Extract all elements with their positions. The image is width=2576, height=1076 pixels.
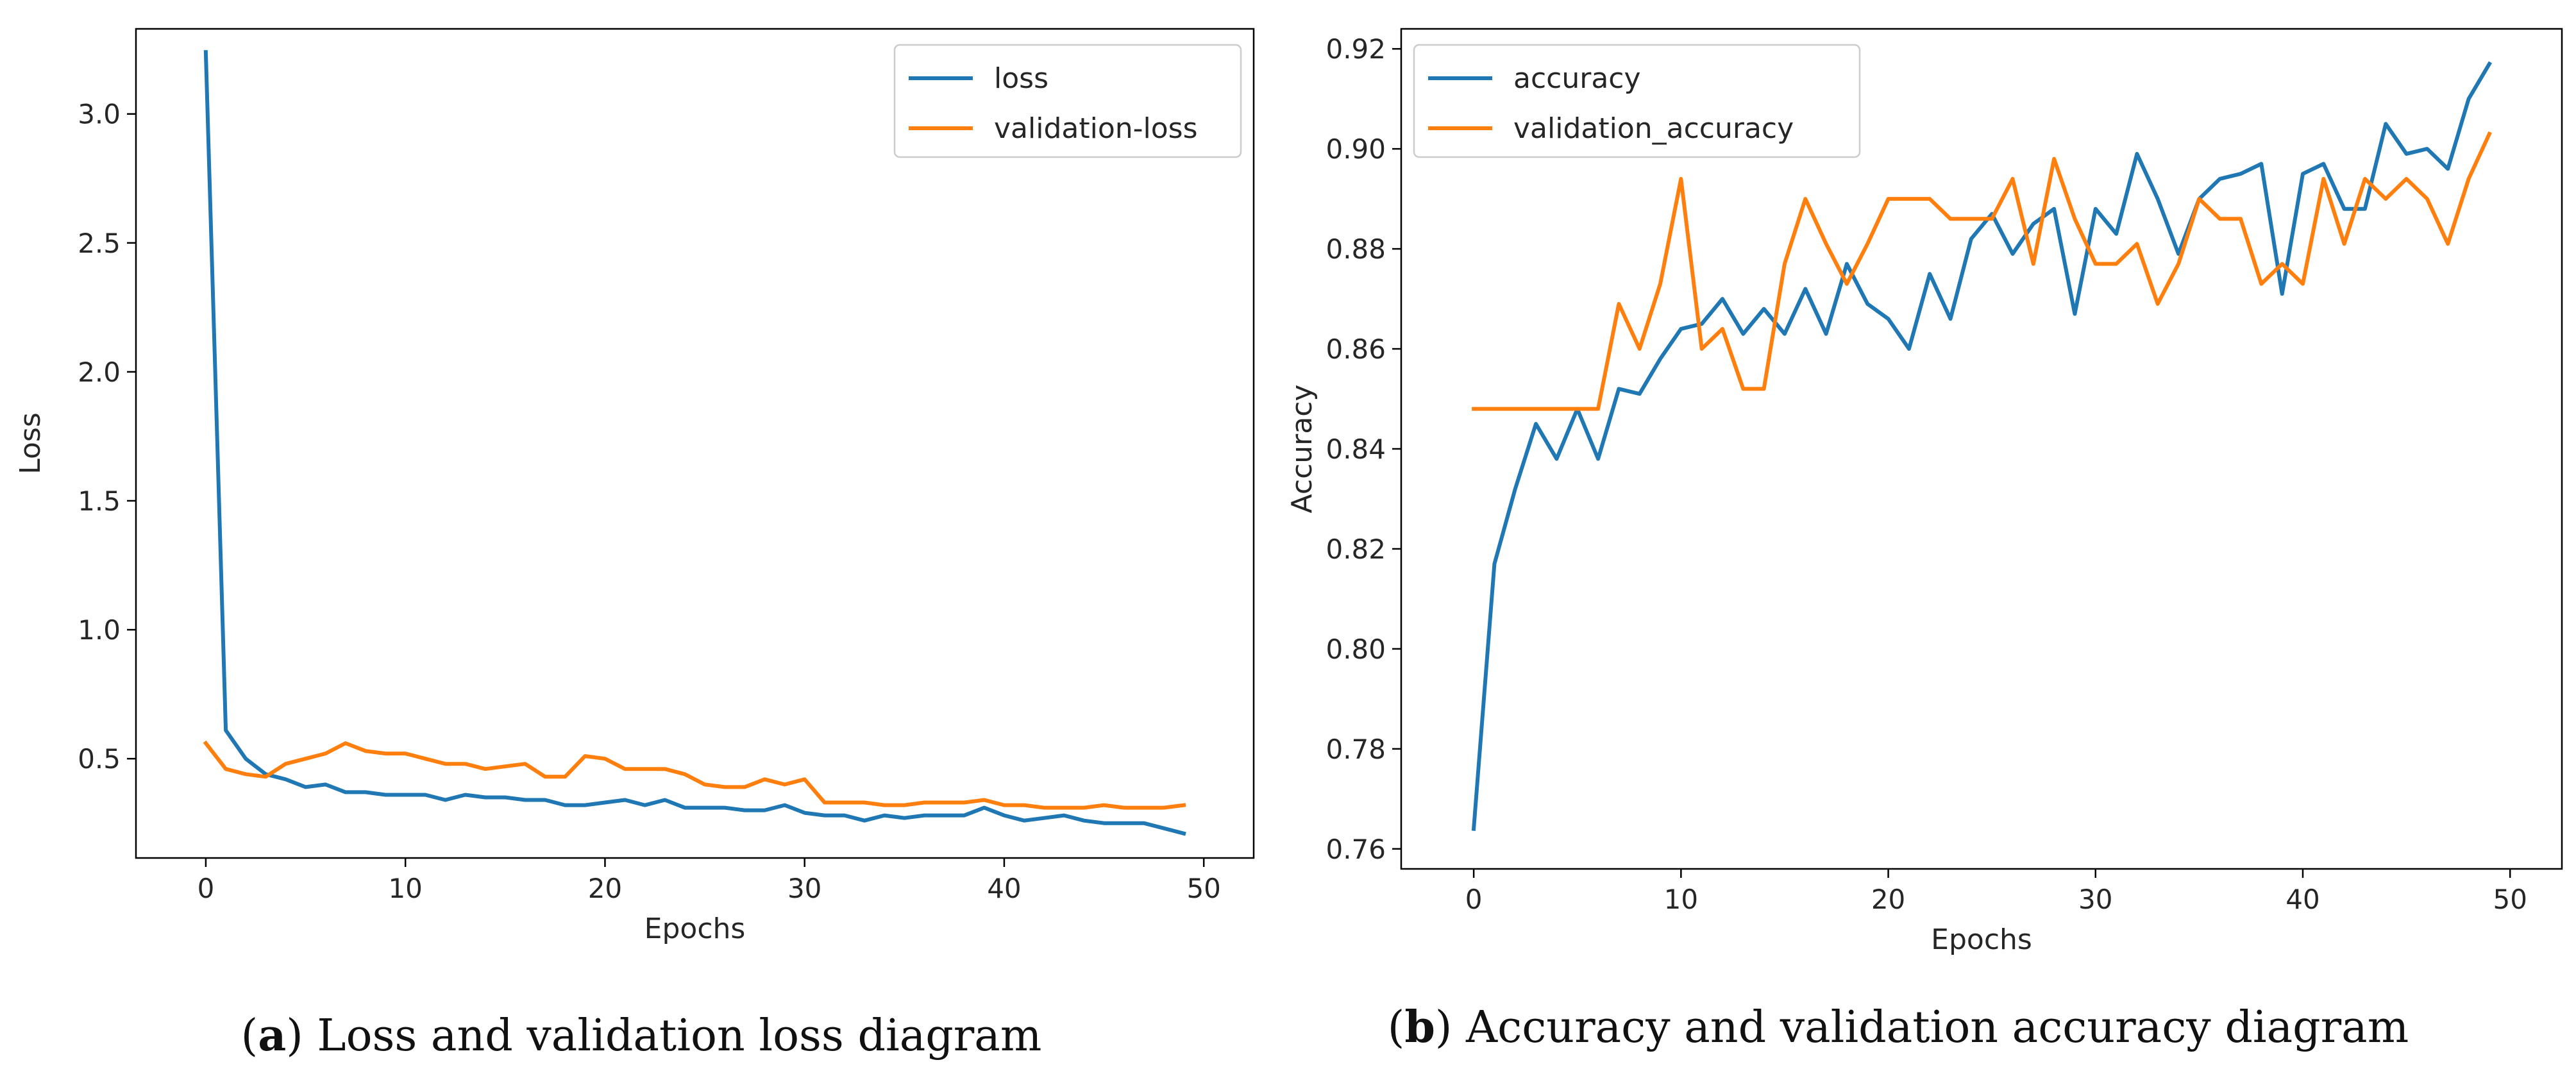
y-tick-label: 1.0 xyxy=(78,614,121,646)
legend-box xyxy=(1413,44,1861,158)
x-tick-label: 10 xyxy=(1664,884,1698,915)
series-line-validation_accuracy xyxy=(1472,131,2492,411)
caption-text: ) Accuracy and validation accuracy diagr… xyxy=(1435,1002,2409,1053)
y-tick-label: 0.76 xyxy=(1326,834,1386,865)
caption-open-paren: ( xyxy=(241,1011,258,1061)
series-line-validation-loss xyxy=(203,740,1186,810)
y-tick-label: 0.88 xyxy=(1326,233,1386,265)
series-line-loss xyxy=(203,50,1186,836)
x-tick-label: 40 xyxy=(987,873,1021,904)
legend-label-loss: loss xyxy=(994,62,1048,95)
x-tick-label: 10 xyxy=(388,873,422,904)
loss-chart: 0 10 20 30 40 50 0.5 1.0 1.5 2.0 2.5 3.0 Epochs Loss l… xyxy=(14,28,1255,1061)
x-tick-label: 40 xyxy=(2286,884,2319,915)
legend-label-validation_accuracy: validation_accuracy xyxy=(1513,112,1794,145)
y-tick-label: 0.90 xyxy=(1326,133,1386,165)
x-tick-label: 30 xyxy=(2078,884,2112,915)
plot-frame xyxy=(135,28,1255,859)
caption-text: ) Loss and validation loss diagram xyxy=(286,1011,1041,1061)
y-tick-label: 0.80 xyxy=(1326,634,1386,665)
y-tick-label: 0.82 xyxy=(1326,534,1386,565)
y-tick-label: 0.5 xyxy=(78,743,121,775)
x-axis-title: Epochs xyxy=(1931,923,2032,956)
x-tick-label: 20 xyxy=(588,873,622,904)
y-tick-label: 0.78 xyxy=(1326,734,1386,765)
x-tick-label: 0 xyxy=(198,873,215,904)
x-tick-label: 20 xyxy=(1871,884,1905,915)
y-tick-label: 0.84 xyxy=(1326,433,1386,465)
x-tick-label: 50 xyxy=(2493,884,2527,915)
x-axis-title: Epochs xyxy=(644,912,746,945)
legend-label-accuracy: accuracy xyxy=(1513,62,1641,95)
x-tick-label: 0 xyxy=(1465,884,1483,915)
y-tick-label: 0.86 xyxy=(1326,333,1386,365)
series-line-accuracy xyxy=(1471,61,2493,831)
x-tick-label: 30 xyxy=(787,873,821,904)
legend-label-validation-loss: validation-loss xyxy=(994,112,1198,145)
y-tick-label: 2.0 xyxy=(78,357,121,388)
y-tick-label: 0.92 xyxy=(1326,33,1386,65)
figure-caption: (a) Loss and validation loss diagram xyxy=(241,1010,1042,1061)
caption-open-paren: ( xyxy=(1388,1002,1405,1053)
caption-letter: a xyxy=(258,1010,286,1061)
y-tick-label: 2.5 xyxy=(78,228,121,259)
y-axis-title: Loss xyxy=(14,412,47,475)
y-axis-title: Accuracy xyxy=(1286,385,1318,514)
figure-caption: (b) Accuracy and validation accuracy dia… xyxy=(1388,1002,2409,1053)
legend: accuracy validation_accuracy xyxy=(1413,44,1861,158)
legend-box xyxy=(893,44,1242,158)
y-tick-label: 1.5 xyxy=(78,485,121,517)
caption-letter: b xyxy=(1404,1002,1435,1053)
accuracy-chart: 0 10 20 30 40 50 0.76 0.78 0.80 0.82 0.84 0.86 0.88 0… xyxy=(1286,28,2563,1053)
y-tick-label: 3.0 xyxy=(78,99,121,130)
legend: loss validation-loss xyxy=(893,44,1242,158)
x-tick-label: 50 xyxy=(1186,873,1220,904)
